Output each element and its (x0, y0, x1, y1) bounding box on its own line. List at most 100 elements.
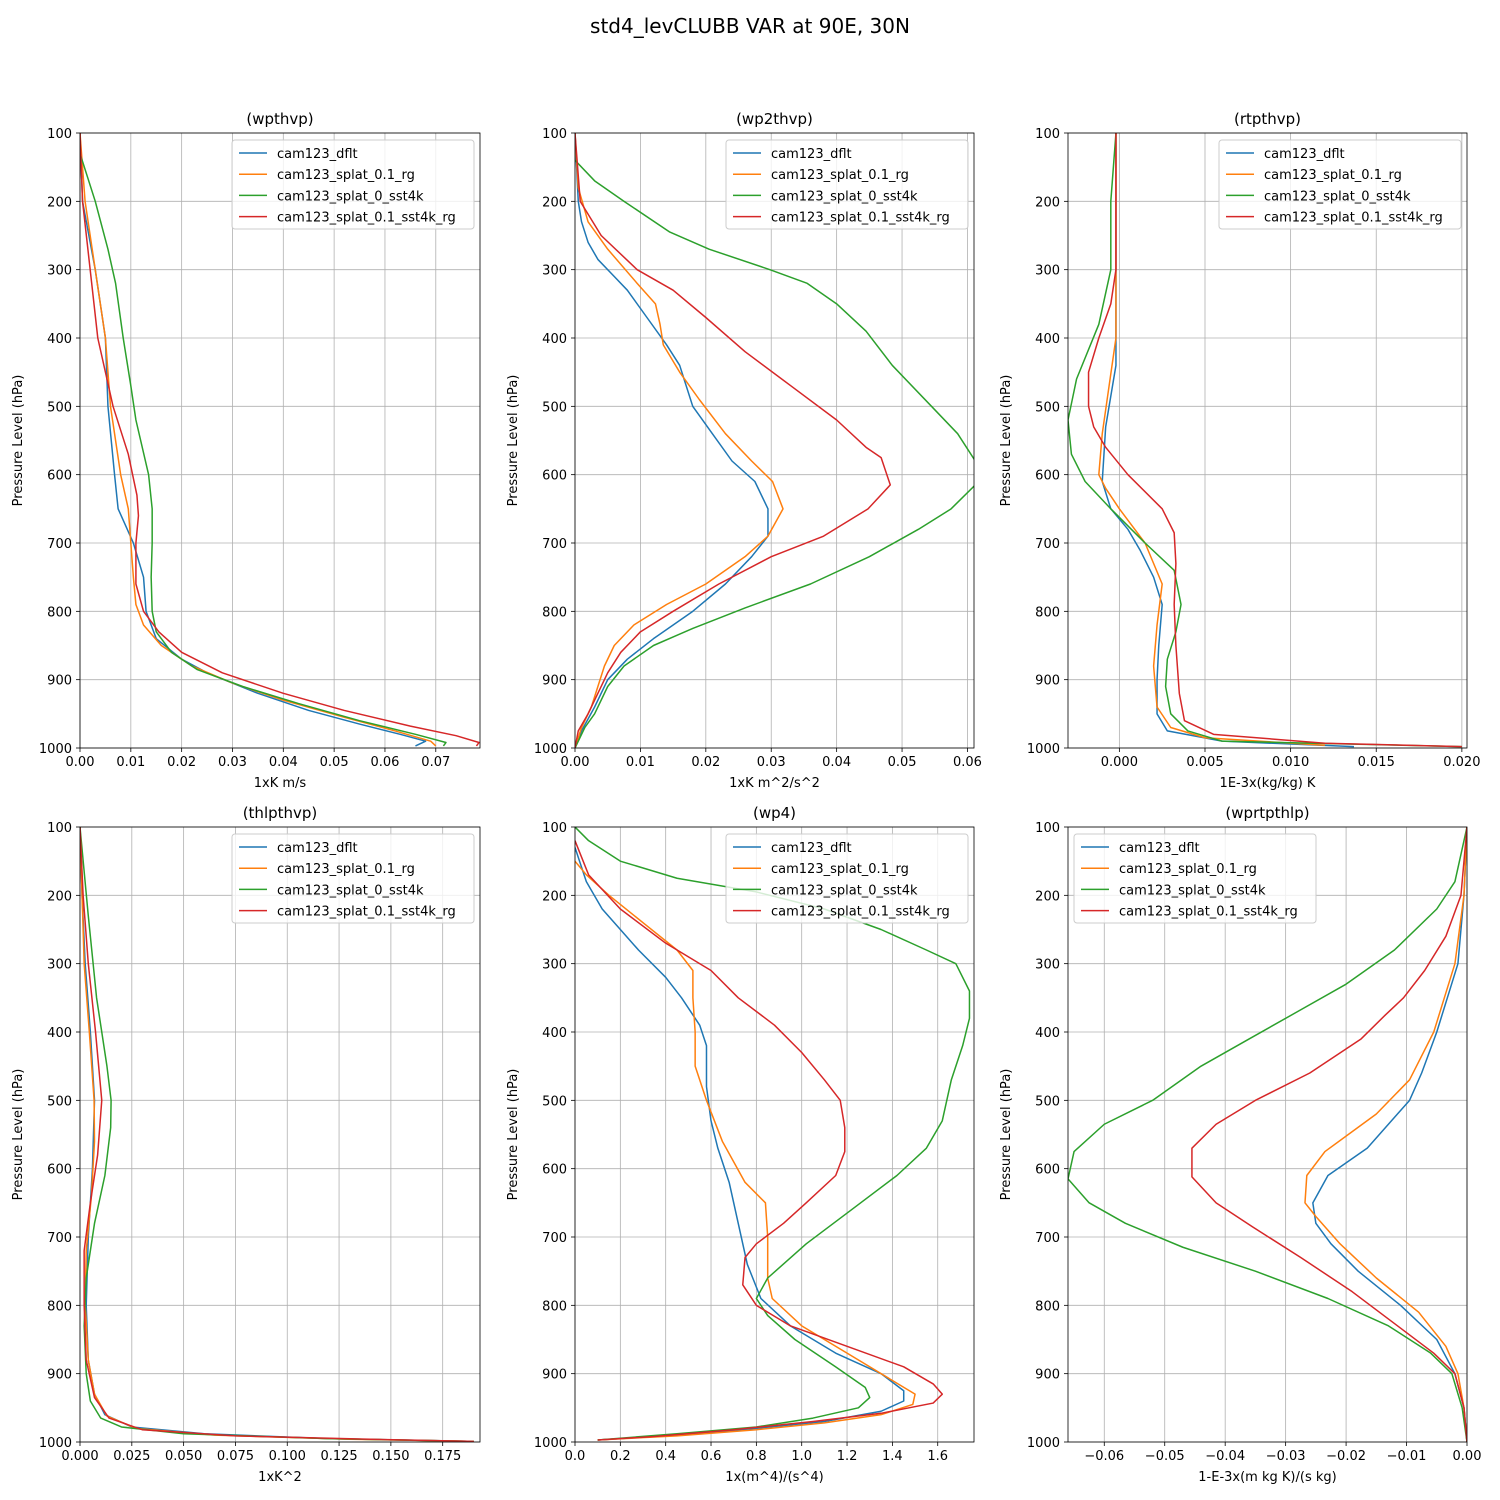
x-tick-label: 0.150 (372, 1449, 409, 1464)
legend: cam123_dflt cam123_splat_0.1_rg cam123_spl… (725, 833, 969, 924)
series-line-3 (575, 159, 974, 748)
x-tick-label: −0.04 (1205, 1449, 1245, 1464)
y-tick-label: 200 (1035, 889, 1060, 904)
x-tick-label: 0.00 (1453, 1449, 1482, 1464)
x-tick-label: 0.01 (626, 755, 655, 770)
series-line-2 (1304, 827, 1467, 1442)
x-tick-label: 0.04 (269, 755, 298, 770)
x-tick-label: 0.020 (1443, 755, 1480, 770)
x-tick-label: 0.02 (167, 755, 196, 770)
chart-title: (rtpthvp) (1234, 110, 1301, 128)
x-tick-label: 0.01 (116, 755, 145, 770)
y-tick-label: 300 (1035, 264, 1060, 279)
legend-entry: cam123_dflt (771, 841, 852, 856)
chart-panel-2: 0.00 0.01 0.02 0.03 0.04 0.05 0.06 100 200 300 400… (506, 110, 982, 791)
legend-entry: cam123_splat_0.1_rg (771, 862, 909, 877)
y-tick-label: 900 (47, 1368, 72, 1383)
legend-entry: cam123_dflt (277, 147, 358, 162)
y-tick-label: 100 (1035, 821, 1060, 836)
legend-entry: cam123_splat_0.1_rg (771, 168, 909, 183)
y-tick-label: 800 (1035, 605, 1060, 620)
legend-entry: cam123_splat_0_sst4k (771, 883, 918, 898)
y-tick-label: 900 (47, 674, 72, 689)
legend-entry: cam123_splat_0.1_rg (1119, 862, 1257, 877)
x-tick-label: 0.4 (655, 1449, 676, 1464)
y-tick-label: 700 (542, 537, 567, 552)
x-tick-label: −0.02 (1326, 1449, 1366, 1464)
axes-frame (79, 826, 481, 1443)
x-tick-label: 0.005 (1186, 755, 1223, 770)
y-tick-label: 800 (47, 1299, 72, 1314)
x-tick-label: 0.000 (1101, 755, 1138, 770)
chart-title: (thlpthvp) (243, 804, 318, 822)
legend-entry: cam123_splat_0_sst4k (1119, 883, 1266, 898)
legend: cam123_dflt cam123_splat_0.1_rg cam123_spl… (725, 139, 969, 230)
x-tick-label: 0.6 (701, 1449, 722, 1464)
y-tick-label: 1000 (39, 742, 72, 757)
y-tick-label: 500 (1035, 400, 1060, 415)
y-tick-label: 700 (47, 537, 72, 552)
y-tick-label: 500 (47, 1094, 72, 1109)
series-line-4 (575, 840, 944, 1441)
legend-entry: cam123_dflt (771, 147, 852, 162)
x-axis-label: 1xK m/s (254, 776, 307, 791)
series-line-4 (1191, 827, 1467, 1442)
y-tick-label: 700 (1035, 537, 1060, 552)
axes-frame (1067, 826, 1468, 1443)
series-line-1 (575, 133, 769, 748)
legend-entry: cam123_splat_0.1_sst4k_rg (1264, 211, 1443, 226)
x-axis-label: 1x(m^4)/(s^4) (725, 1470, 823, 1485)
series-line-3 (1068, 827, 1467, 1442)
x-tick-label: 0.025 (113, 1449, 150, 1464)
series-line-1 (575, 847, 905, 1441)
y-tick-label: 600 (47, 1163, 72, 1178)
y-axis-label: Pressure Level (hPa) (506, 1069, 521, 1201)
x-tick-label: −0.01 (1387, 1449, 1427, 1464)
y-tick-label: 400 (1035, 1026, 1060, 1041)
y-tick-label: 1000 (534, 1436, 567, 1451)
series-line-3 (80, 153, 447, 747)
y-tick-label: 100 (542, 821, 567, 836)
series-line-4 (80, 133, 480, 747)
y-tick-label: 600 (542, 469, 567, 484)
chart-title: (wprtpthlp) (1225, 804, 1309, 822)
y-tick-label: 100 (1035, 127, 1060, 142)
y-axis-label: Pressure Level (hPa) (999, 375, 1014, 507)
y-tick-label: 800 (542, 605, 567, 620)
legend-entry: cam123_splat_0.1_sst4k_rg (277, 905, 456, 920)
chart-panel-4: 0.000 0.025 0.050 0.075 0.100 0.125 0.150 0.175… (11, 804, 481, 1485)
y-tick-label: 400 (47, 1026, 72, 1041)
legend-entry: cam123_splat_0.1_rg (1264, 168, 1402, 183)
legend-entry: cam123_splat_0_sst4k (1264, 189, 1411, 204)
legend-entry: cam123_splat_0.1_rg (277, 168, 415, 183)
legend-entry: cam123_splat_0_sst4k (771, 189, 918, 204)
legend-entry: cam123_splat_0_sst4k (277, 883, 424, 898)
chart-panel-1: 0.00 0.01 0.02 0.03 0.04 0.05 0.06 0.07 100 200 30… (11, 110, 481, 791)
x-tick-label: 0.050 (165, 1449, 202, 1464)
x-tick-label: 0.00 (561, 755, 590, 770)
y-tick-label: 300 (47, 264, 72, 279)
x-tick-label: 1.2 (837, 1449, 858, 1464)
y-axis-label: Pressure Level (hPa) (999, 1069, 1014, 1201)
y-tick-label: 600 (542, 1163, 567, 1178)
y-tick-label: 300 (542, 958, 567, 973)
legend-entry: cam123_splat_0.1_sst4k_rg (771, 905, 950, 920)
axes-frame (1067, 132, 1468, 749)
y-axis-label: Pressure Level (hPa) (11, 1069, 26, 1201)
legend-entry: cam123_splat_0.1_sst4k_rg (277, 211, 456, 226)
chart-panel-6: −0.06 −0.05 −0.04 −0.03 −0.02 −0.01 0.00 100 200… (999, 804, 1481, 1485)
legend-entry: cam123_splat_0.1_rg (277, 862, 415, 877)
x-tick-label: −0.06 (1084, 1449, 1124, 1464)
y-tick-label: 1000 (534, 742, 567, 757)
x-tick-label: 0.04 (822, 755, 851, 770)
y-tick-label: 1000 (1027, 742, 1060, 757)
legend-entry: cam123_splat_0.1_sst4k_rg (1119, 905, 1298, 920)
chart-title: (wp4) (753, 804, 796, 822)
y-tick-label: 800 (542, 1299, 567, 1314)
y-tick-label: 300 (47, 958, 72, 973)
y-tick-label: 200 (542, 195, 567, 210)
y-tick-label: 500 (1035, 1094, 1060, 1109)
x-tick-label: 1.4 (882, 1449, 903, 1464)
y-tick-label: 600 (47, 469, 72, 484)
y-tick-label: 100 (47, 127, 72, 142)
